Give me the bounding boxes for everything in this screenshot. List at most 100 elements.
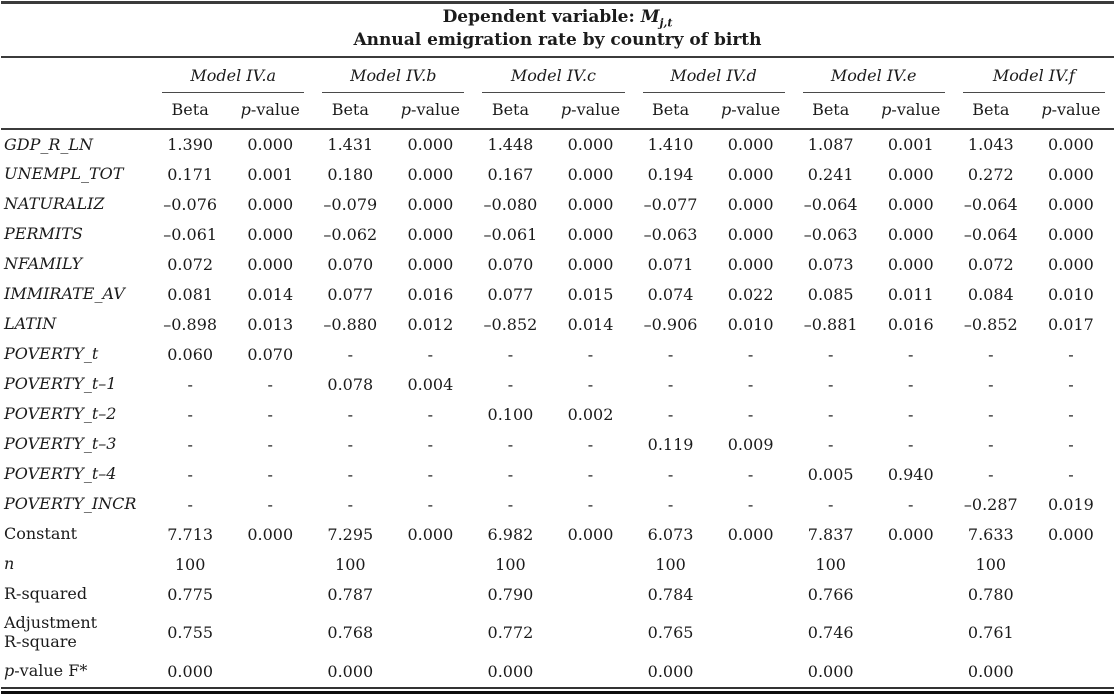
beta-cell: 0.000 [967, 661, 1014, 681]
regression-table: Model IV.a Model IV.b Model IV.c Model IV.d… [1, 58, 1114, 686]
beta-cell: 0.000 [327, 661, 374, 681]
beta-cell: 0.077 [327, 284, 374, 304]
pvalue-cell [387, 549, 473, 579]
beta-cell: - [347, 434, 353, 454]
title-variable-symbol: M [640, 7, 660, 27]
beta-cell: - [827, 344, 834, 364]
pvalue-cell: 0.000 [887, 254, 934, 274]
beta-cell: - [827, 494, 834, 514]
table-row: NFAMILY 0.072 0.000 0.070 0.000 0.070 0.000 0.0… [1, 249, 1114, 279]
beta-cell: 1.431 [327, 135, 374, 155]
model-header: Model IV.e [794, 58, 954, 94]
beta-cell: 1.043 [967, 135, 1014, 155]
pvalue-cell: 0.001 [247, 164, 294, 184]
pvalue-header: p-value [227, 93, 314, 131]
beta-cell: 7.633 [967, 524, 1014, 544]
beta-cell: 1.087 [807, 135, 854, 155]
pvalue-cell: - [747, 464, 754, 484]
beta-cell: 0.194 [647, 164, 694, 184]
row-label: R-squared [4, 584, 88, 604]
beta-cell: 7.295 [327, 524, 374, 544]
beta-cell: 0.755 [167, 623, 214, 643]
beta-cell: - [347, 344, 353, 364]
pvalue-cell: - [267, 404, 273, 424]
beta-cell: –0.064 [963, 194, 1018, 214]
pvalue-cell: 0.016 [407, 284, 454, 304]
beta-cell: - [988, 404, 994, 424]
model-header: Model IV.f [954, 58, 1114, 94]
beta-cell: 7.837 [807, 524, 854, 544]
pvalue-cell: - [1068, 374, 1074, 394]
row-label: NATURALIZ [4, 194, 105, 214]
pvalue-header: p-value [547, 93, 634, 131]
pvalue-header: p-value [387, 93, 474, 131]
beta-cell: - [827, 404, 834, 424]
beta-cell: - [347, 464, 353, 484]
pvalue-cell: 0.000 [407, 254, 454, 274]
table-subtitle: Annual emigration rate by country of bir… [353, 30, 762, 51]
pvalue-cell: - [1068, 344, 1074, 364]
pvalue-cell [868, 549, 954, 579]
row-label: LATIN [4, 314, 57, 334]
pvalue-cell: 0.000 [567, 524, 614, 544]
pvalue-cell [387, 609, 473, 656]
beta-cell: - [347, 404, 353, 424]
pvalue-cell: - [908, 344, 914, 364]
title-variable-subscript: j,t [659, 16, 673, 30]
beta-cell: –0.852 [483, 314, 538, 334]
beta-header: Beta [313, 93, 388, 131]
bottom-rule [1, 687, 1114, 694]
beta-cell: 0.171 [167, 164, 214, 184]
pvalue-cell [387, 656, 473, 686]
beta-cell: 0.746 [807, 623, 854, 643]
pvalue-cell [868, 609, 954, 656]
pvalue-cell [227, 549, 313, 579]
corner-cell [1, 93, 154, 131]
beta-cell: 0.073 [807, 254, 854, 274]
beta-cell: - [988, 464, 994, 484]
pvalue-cell: 0.000 [727, 194, 774, 214]
row-label: PERMITS [4, 224, 83, 244]
table-row: NATURALIZ –0.076 0.000 –0.079 0.000 –0.080 0.0… [1, 189, 1114, 219]
beta-cell: 0.070 [487, 254, 534, 274]
beta-cell: - [988, 374, 994, 394]
corner-cell [1, 58, 153, 93]
table-row: UNEMPL_TOT 0.171 0.001 0.180 0.000 0.167 0.000… [1, 159, 1114, 189]
pvalue-cell: 0.000 [247, 254, 294, 274]
beta-cell: 0.072 [167, 254, 214, 274]
pvalue-cell [547, 656, 633, 686]
pvalue-cell: 0.000 [407, 224, 454, 244]
pvalue-cell: 0.010 [727, 314, 774, 334]
row-label: IMMIRATE_AV [4, 284, 125, 304]
beta-cell: 0.081 [167, 284, 214, 304]
beta-cell: 0.180 [327, 164, 374, 184]
beta-cell: 6.982 [487, 524, 534, 544]
pvalue-cell: 0.000 [407, 194, 454, 214]
beta-cell: - [507, 494, 514, 514]
pvalue-cell: - [747, 344, 754, 364]
pvalue-cell: 0.000 [727, 524, 774, 544]
beta-cell: - [827, 374, 834, 394]
beta-cell: 0.784 [647, 584, 694, 604]
beta-cell: - [667, 344, 674, 364]
pvalue-cell: - [1068, 404, 1074, 424]
pvalue-cell: 0.004 [407, 374, 454, 394]
beta-cell: - [507, 464, 514, 484]
beta-cell: –0.063 [803, 224, 858, 244]
beta-cell: - [507, 374, 514, 394]
pvalue-cell [547, 579, 633, 609]
beta-cell: 0.766 [807, 584, 854, 604]
beta-cell: –0.080 [483, 194, 538, 214]
beta-cell: –0.079 [323, 194, 378, 214]
beta-header: Beta [633, 93, 708, 131]
model-header: Model IV.d [634, 58, 794, 94]
pvalue-cell: - [427, 464, 434, 484]
row-label: Adjustment R-square [4, 613, 98, 651]
pvalue-cell: - [427, 344, 434, 364]
pvalue-cell: - [908, 494, 914, 514]
pvalue-cell: 0.000 [567, 254, 614, 274]
pvalue-cell: 0.000 [887, 194, 934, 214]
beta-cell: 100 [495, 554, 526, 574]
pvalue-cell [1028, 549, 1114, 579]
beta-cell: 100 [975, 554, 1007, 574]
